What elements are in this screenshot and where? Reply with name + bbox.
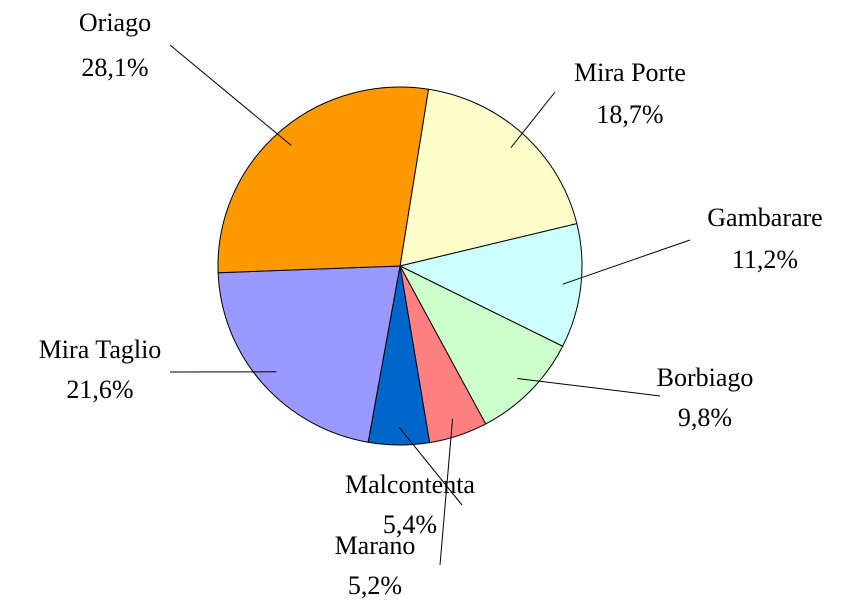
pie-slice — [218, 87, 428, 273]
leader-line — [511, 92, 555, 148]
leader-line — [517, 378, 660, 396]
slice-label: Mira Porte — [574, 58, 686, 87]
slice-value-label: 9,8% — [678, 403, 732, 432]
slice-label: Gambarare — [707, 203, 822, 232]
slice-label: Malcontenta — [345, 470, 475, 499]
leader-line — [170, 45, 291, 145]
slice-value-label: 18,7% — [596, 100, 663, 129]
slice-label: Oriago — [79, 8, 151, 37]
slice-label: Borbiago — [657, 363, 754, 392]
slice-label: Mira Taglio — [39, 335, 162, 364]
slice-value-label: 11,2% — [732, 245, 798, 274]
slice-value-label: 28,1% — [81, 53, 148, 82]
slice-value-label: 5,2% — [348, 571, 402, 600]
slice-value-label: 5,4% — [383, 510, 437, 539]
pie-slice — [218, 266, 400, 442]
slice-value-label: 21,6% — [66, 375, 133, 404]
